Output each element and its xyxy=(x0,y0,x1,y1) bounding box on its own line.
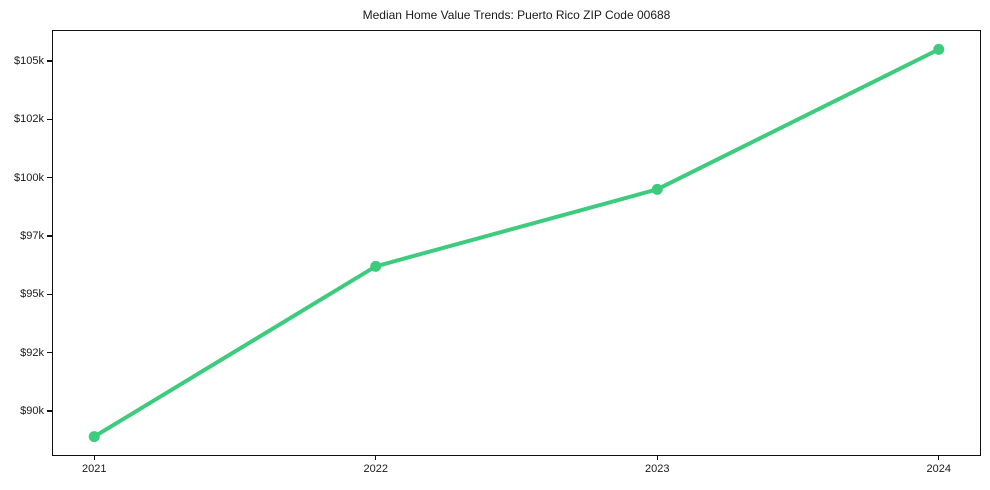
plot-area xyxy=(52,30,981,456)
x-tick-label: 2022 xyxy=(363,463,388,475)
x-tick-mark xyxy=(656,455,658,460)
trend-line xyxy=(92,47,941,439)
y-tick-mark xyxy=(47,235,52,237)
data-point-marker xyxy=(370,260,382,272)
x-tick-mark xyxy=(938,455,940,460)
y-tick-label: $102k xyxy=(14,113,44,126)
data-point-marker xyxy=(933,43,945,55)
y-tick-label: $105k xyxy=(14,55,44,68)
x-tick-label: 2021 xyxy=(81,463,107,475)
x-tick-label: 2023 xyxy=(645,463,670,475)
y-tick-mark xyxy=(47,177,52,179)
y-tick-label: $95k xyxy=(20,288,44,301)
y-tick-mark xyxy=(47,352,52,354)
y-tick-label: $92k xyxy=(20,346,44,359)
y-tick-mark xyxy=(47,410,52,412)
x-tick-label: 2024 xyxy=(926,463,951,475)
y-tick-mark xyxy=(47,118,52,120)
y-tick-mark xyxy=(47,60,52,62)
chart-title: Median Home Value Trends: Puerto Rico ZI… xyxy=(362,8,671,22)
y-tick-label: $100k xyxy=(14,171,44,184)
y-tick-label: $90k xyxy=(20,404,44,417)
x-tick-mark xyxy=(375,455,377,460)
y-tick-label: $97k xyxy=(20,230,44,242)
data-point-markers xyxy=(88,43,945,443)
y-tick-mark xyxy=(47,293,52,295)
data-point-marker xyxy=(88,431,100,443)
data-point-marker xyxy=(651,183,663,195)
x-tick-mark xyxy=(93,455,95,460)
